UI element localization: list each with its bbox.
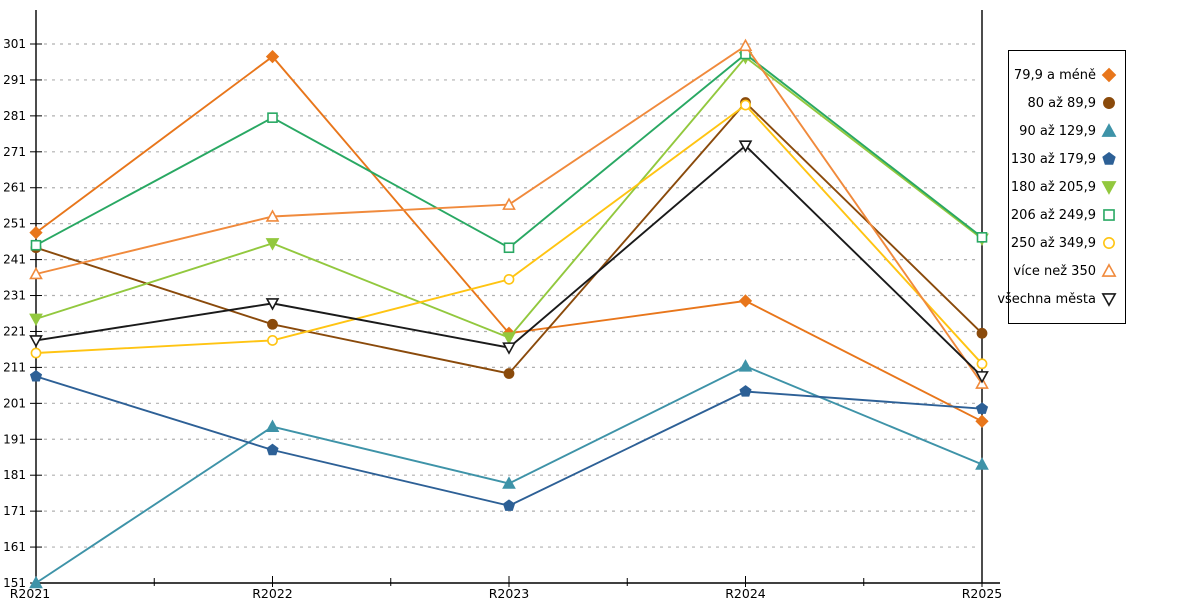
y-tick-label: 151 (3, 576, 26, 590)
data-point (976, 327, 988, 339)
data-point (267, 335, 278, 346)
data-point (265, 209, 280, 222)
data-point (975, 371, 989, 384)
legend-label: více než 350 (1013, 263, 1096, 279)
pentagon-icon (1102, 151, 1116, 165)
data-point (975, 402, 989, 414)
square-hollow-icon (1103, 209, 1115, 221)
data-point (738, 294, 753, 308)
x-tick-label: R2025 (962, 586, 1003, 600)
data-point (503, 273, 515, 285)
legend-item-8: všechna města (997, 285, 1117, 313)
data-point (267, 318, 278, 330)
data-point (502, 197, 516, 210)
legend-item-1: 80 až 89,9 (1017, 89, 1117, 117)
data-point (29, 313, 43, 327)
legend-item-4: 180 až 205,9 (1011, 173, 1117, 201)
x-tick-label: R2021 (10, 586, 51, 600)
data-point (975, 457, 989, 470)
data-point (502, 332, 516, 345)
y-tick-label: 261 (3, 181, 26, 195)
data-point (738, 140, 753, 153)
y-tick-label: 301 (3, 37, 26, 51)
legend-label: 90 až 129,9 (1019, 123, 1096, 139)
data-point (265, 298, 280, 311)
legend-label: 80 až 89,9 (1027, 95, 1096, 111)
data-point (30, 239, 42, 251)
y-tick-label: 181 (3, 468, 26, 482)
data-point (502, 499, 516, 511)
data-point (29, 226, 43, 240)
data-point (29, 335, 43, 348)
legend-item-0: 79,9 a méně (1013, 61, 1117, 89)
data-point (30, 347, 42, 359)
data-point (29, 266, 43, 280)
series-line-6 (35, 103, 983, 365)
data-point (738, 38, 753, 52)
y-tick-label: 271 (3, 145, 26, 159)
data-point (265, 49, 280, 64)
data-point (502, 342, 516, 355)
x-tick-label: R2024 (725, 586, 766, 600)
triangle-up-hollow-icon (1101, 263, 1117, 277)
triangle-up-icon (1101, 123, 1117, 137)
data-point (502, 476, 516, 489)
data-point (976, 232, 988, 243)
circle-icon (1103, 97, 1115, 109)
data-point (29, 575, 43, 589)
data-point (975, 414, 989, 428)
legend-label: 79,9 a méně (1013, 67, 1096, 83)
y-tick-label: 221 (3, 324, 26, 338)
legend-label: všechna města (997, 291, 1096, 307)
x-tick-label: R2023 (489, 586, 530, 600)
legend-item-2: 90 až 129,9 (1017, 117, 1117, 145)
data-point (503, 368, 515, 379)
legend-item-7: více než 350 (1013, 257, 1117, 285)
y-tick-label: 251 (3, 217, 26, 231)
triangle-down-hollow-icon (1101, 293, 1117, 307)
data-point (740, 99, 751, 111)
x-tick-label: R2022 (252, 586, 293, 600)
data-point (976, 358, 988, 370)
data-point (503, 242, 515, 254)
y-tick-label: 201 (3, 396, 26, 410)
legend-label: 180 až 205,9 (1010, 179, 1096, 195)
legend: 79,9 a méně 80 až 89,9 90 až 129,9 130 až 1… (997, 50, 1126, 324)
data-point (738, 359, 753, 372)
y-tick-label: 291 (3, 73, 26, 87)
legend-label: 130 až 179,9 (1010, 151, 1096, 167)
diamond-icon (1101, 67, 1117, 83)
data-point (739, 385, 752, 397)
data-point (265, 419, 280, 432)
series-line-5 (35, 52, 983, 249)
y-tick-label: 281 (3, 109, 26, 123)
legend-item-3: 130 až 179,9 (1011, 145, 1117, 173)
data-point (267, 112, 278, 123)
circle-hollow-icon (1103, 237, 1115, 249)
legend-label: 206 až 249,9 (1010, 207, 1096, 223)
y-tick-label: 241 (3, 253, 26, 267)
y-tick-label: 231 (3, 289, 26, 303)
y-tick-label: 171 (3, 504, 26, 518)
legend-item-6: 250 až 349,9 (1011, 229, 1117, 257)
data-point (266, 443, 279, 456)
y-tick-label: 191 (3, 432, 26, 446)
legend-item-5: 206 až 249,9 (1011, 201, 1117, 229)
data-point (29, 369, 43, 382)
y-tick-label: 211 (3, 360, 26, 374)
legend-label: 250 až 349,9 (1010, 235, 1096, 251)
data-point (265, 238, 280, 251)
y-tick-label: 161 (3, 540, 26, 554)
triangle-down-icon (1101, 181, 1117, 195)
